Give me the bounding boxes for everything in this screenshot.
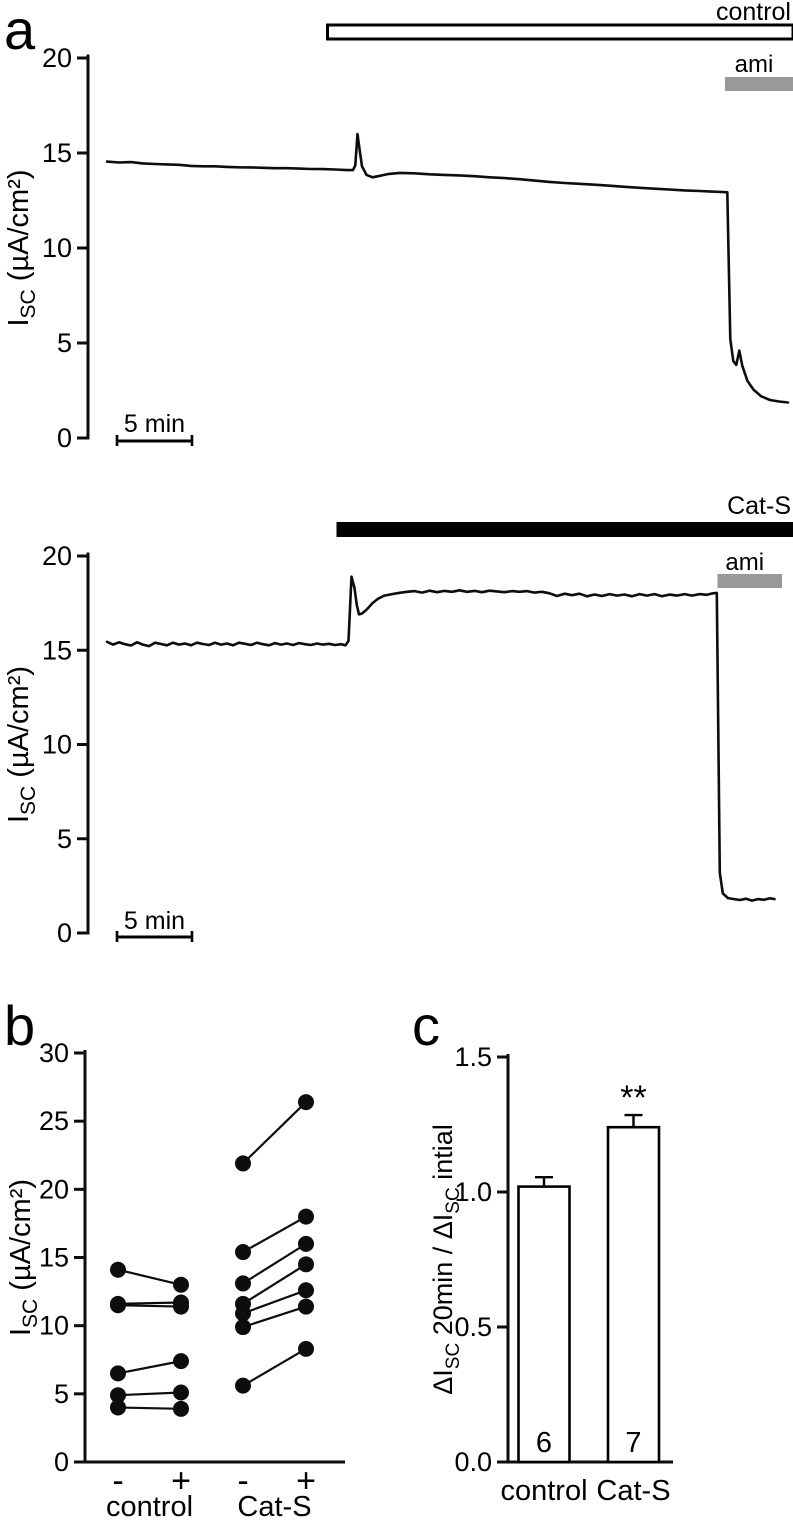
data-point (235, 1319, 251, 1336)
data-point (298, 1282, 314, 1299)
a-top-control-trace-y-tick-label: 20 (42, 43, 72, 73)
category-label: Cat-S (596, 1475, 670, 1507)
data-point (110, 1261, 126, 1278)
a-bottom-cats-trace-group: Cat-S ami 0 5 10 15 20 ISC (µA/cm²) 5 min (3, 492, 793, 948)
a-top-control-trace-treatment-bar (326, 23, 793, 41)
a-top-control-trace-y-tick-label: 15 (42, 138, 72, 168)
panel-c-letter: c (412, 994, 440, 1057)
data-point (235, 1275, 251, 1292)
data-point (110, 1297, 126, 1314)
b-paired-scatter-y-tick-label: 20 (39, 1174, 69, 1204)
data-point (298, 1208, 314, 1225)
data-point (110, 1365, 126, 1382)
pair-line (117, 1304, 182, 1308)
c-summary-bars-y-tick-label: 0.5 (454, 1312, 492, 1342)
data-point (298, 1340, 314, 1357)
data-point (173, 1384, 189, 1401)
a-top-control-trace-ami-bar (725, 77, 793, 91)
group-label: control (106, 1491, 193, 1521)
data-point (235, 1244, 251, 1261)
a-bottom-cats-trace-y-axis-label: ISC (µA/cm²) (3, 666, 40, 823)
category-label: control (500, 1475, 587, 1507)
b-paired-scatter-y-tick-label: 15 (39, 1243, 69, 1273)
x-tick-label: - (237, 1462, 248, 1500)
a-top-control-trace-trace (105, 132, 790, 404)
data-point (235, 1155, 251, 1172)
a-bottom-cats-trace-y-tick-label: 0 (57, 918, 72, 948)
c-summary-bars-y-axis-label: ΔISC 20min / ΔISC intial (428, 1124, 464, 1394)
group-label: Cat-S (237, 1491, 311, 1521)
b-paired-scatter-y-tick-label: 30 (39, 1038, 69, 1068)
a-bottom-cats-trace-y-tick-label: 20 (42, 541, 72, 571)
a-bottom-cats-trace-ami-bar (717, 574, 782, 588)
data-point (173, 1400, 189, 1417)
a-bottom-cats-trace-ami-label: ami (725, 549, 764, 576)
data-point (298, 1256, 314, 1273)
c-summary-bars-group: 0.0 0.5 1.0 1.5 ΔISC 20min / ΔISC intial 6 con… (428, 1042, 673, 1507)
a-bottom-cats-trace-treatment-bar (336, 522, 793, 537)
a-bottom-cats-trace-y-tick-label: 10 (42, 730, 72, 760)
a-top-control-trace-treatment-label: control (716, 0, 791, 26)
summary-bar (606, 1125, 661, 1464)
pair-line (242, 1242, 307, 1285)
b-paired-scatter-y-axis-label: ISC (µA/cm²) (5, 1179, 42, 1336)
a-bottom-cats-trace-trace (105, 575, 776, 902)
data-point (173, 1298, 189, 1315)
pair-line (242, 1263, 307, 1305)
pair-line (117, 1406, 182, 1410)
a-top-control-trace-y-axis-label: ISC (µA/cm²) (3, 169, 40, 326)
a-bottom-cats-trace-scalebar-label: 5 min (124, 907, 185, 935)
a-top-control-trace-y-tick-label: 5 (57, 328, 72, 358)
pair-line (242, 1289, 307, 1315)
x-tick-label: + (296, 1462, 316, 1500)
pair-line (242, 1305, 307, 1329)
a-bottom-cats-trace-y-tick-label: 15 (42, 635, 72, 665)
data-point (110, 1399, 126, 1416)
a-top-control-trace-y-tick-label: 0 (57, 423, 72, 453)
a-top-control-trace-ami-label: ami (735, 51, 774, 78)
data-point (173, 1276, 189, 1293)
a-top-control-trace-group: control ami 0 5 10 15 20 ISC (µA/cm²) 5 min (3, 0, 793, 453)
x-tick-label: + (171, 1462, 191, 1500)
pair-line (242, 1215, 307, 1254)
a-top-control-trace-y-tick-label: 10 (42, 233, 72, 263)
b-paired-scatter-y-tick-label: 10 (39, 1311, 69, 1341)
n-label: 6 (536, 1427, 552, 1459)
data-point (298, 1298, 314, 1315)
data-point (235, 1305, 251, 1322)
pair-line (242, 1101, 307, 1165)
pair-line (117, 1301, 182, 1305)
c-summary-bars-y-tick-label: 1.5 (454, 1042, 492, 1072)
b-paired-scatter-y-tick-label: 25 (39, 1106, 69, 1136)
data-point (298, 1235, 314, 1252)
c-summary-bars-y-tick-label: 1.0 (454, 1177, 492, 1207)
data-point (235, 1377, 251, 1394)
significance-marker: ** (620, 1079, 646, 1117)
b-paired-scatter-y-tick-label: 5 (54, 1379, 69, 1409)
a-bottom-cats-trace-treatment-label: Cat-S (727, 492, 791, 520)
x-tick-label: - (112, 1462, 123, 1500)
c-summary-bars-y-tick-label: 0.0 (454, 1447, 492, 1477)
data-point (298, 1094, 314, 1111)
a-bottom-cats-trace-y-tick-label: 5 (57, 824, 72, 854)
panel-a-letter: a (4, 0, 36, 61)
pair-line (117, 1268, 182, 1286)
pair-line (117, 1360, 182, 1375)
pair-line (117, 1391, 182, 1397)
a-top-control-trace-scalebar-label: 5 min (124, 410, 185, 438)
panel-b-letter: b (4, 994, 36, 1057)
summary-bar (517, 1185, 571, 1464)
data-point (173, 1353, 189, 1370)
pair-line (242, 1347, 307, 1387)
b-paired-scatter-y-tick-label: 0 (54, 1447, 69, 1477)
data-point (110, 1387, 126, 1404)
n-label: 7 (625, 1427, 641, 1459)
